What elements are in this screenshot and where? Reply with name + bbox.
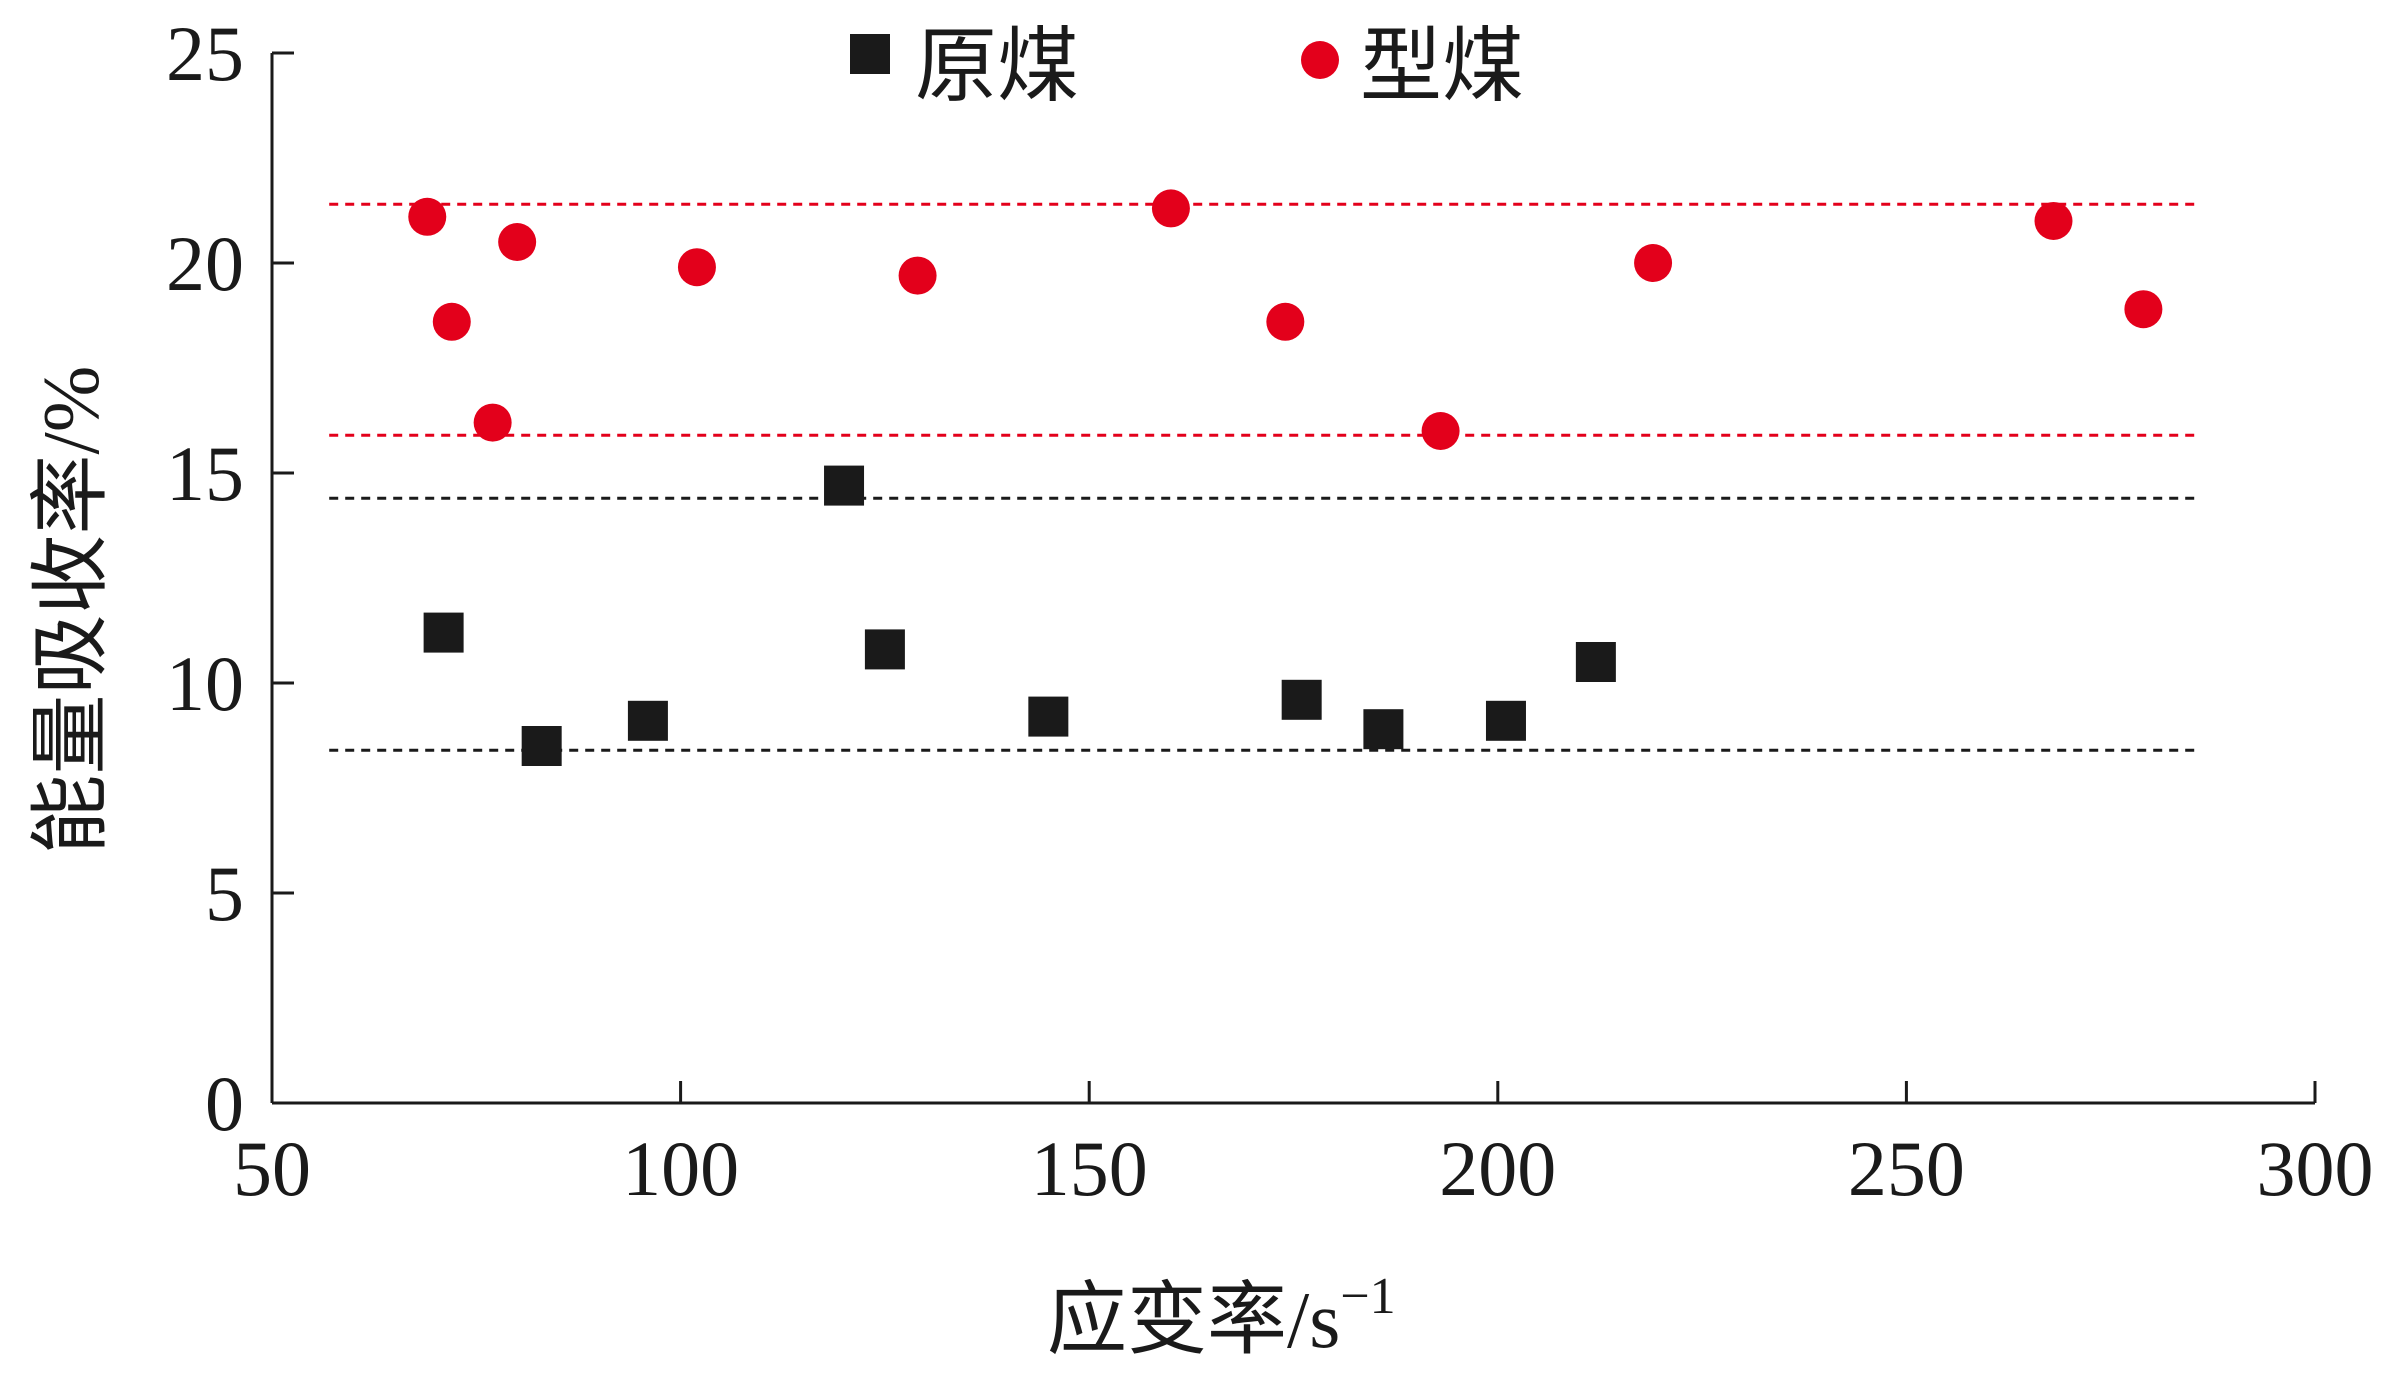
y-axis-title: 能量吸收率/%	[28, 366, 116, 855]
x-axis-ticks: 50 100 150 200 250 300	[233, 1081, 2374, 1212]
y-tick-label: 25	[166, 10, 244, 97]
legend-marker-raw-coal	[850, 34, 890, 74]
data-point-briquette	[1151, 189, 1190, 228]
y-tick-label: 10	[166, 640, 244, 727]
data-point-briquette	[473, 403, 512, 442]
x-tick-label: 50	[233, 1125, 311, 1212]
data-point-briquette	[1421, 412, 1460, 450]
x-tick-label: 300	[2257, 1125, 2374, 1212]
data-point-briquette	[898, 256, 937, 295]
data-point-briquette	[408, 197, 447, 236]
data-point-briquette	[1266, 302, 1305, 341]
data-point-raw-coal	[521, 726, 562, 766]
x-tick-label: 150	[1031, 1125, 1148, 1212]
data-point-raw-coal	[1281, 679, 1322, 720]
data-point-briquette	[432, 302, 471, 341]
reference-lines	[329, 202, 2201, 752]
legend-label-briquette: 型煤	[1360, 21, 1524, 112]
data-point-briquette	[677, 248, 716, 287]
data-point-raw-coal	[423, 612, 464, 653]
data-point-raw-coal	[627, 700, 668, 741]
y-tick-label: 5	[205, 850, 244, 937]
y-axis-ticks: 0 5 10 15 20 25	[166, 10, 294, 1147]
axes	[270, 53, 2315, 1105]
x-tick-label: 100	[622, 1125, 739, 1212]
y-tick-label: 0	[205, 1060, 244, 1147]
data-point-raw-coal	[1028, 696, 1069, 737]
data-point-briquette	[1634, 244, 1673, 282]
x-tick-label: 250	[1848, 1125, 1965, 1212]
legend-label-raw-coal: 原煤	[915, 21, 1079, 112]
legend-marker-briquette	[1301, 41, 1339, 79]
legend: 原煤 型煤	[850, 21, 1524, 112]
data-point-briquette	[2124, 290, 2163, 329]
data-point-raw-coal	[1575, 642, 1616, 682]
data-point-raw-coal	[824, 465, 865, 506]
y-tick-label: 20	[166, 220, 244, 307]
data-point-briquette	[2034, 202, 2073, 240]
data-point-briquette	[498, 223, 537, 261]
data-point-raw-coal	[864, 629, 905, 670]
x-axis-title: 应变率/s−1	[1047, 1268, 1396, 1365]
x-tick-label: 200	[1439, 1125, 1556, 1212]
data-point-raw-coal	[1363, 709, 1404, 750]
y-tick-label: 15	[166, 430, 244, 517]
data-point-raw-coal	[1485, 700, 1526, 741]
data-points	[408, 189, 2163, 766]
